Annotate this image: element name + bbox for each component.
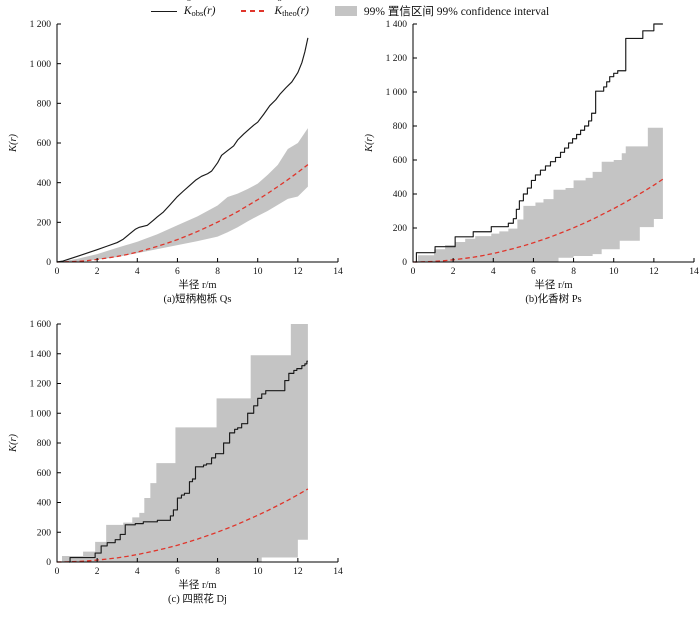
- x-tick-label: 14: [333, 567, 343, 577]
- confidence-band: [62, 324, 308, 562]
- hat-accent: ˆ: [277, 0, 282, 10]
- obs-label: ˆ Kobs(r): [184, 0, 216, 18]
- x-tick-label: 0: [55, 267, 60, 277]
- confidence-band: [418, 127, 663, 262]
- y-tick-label: 0: [402, 258, 407, 268]
- ci-band-swatch: [334, 6, 357, 16]
- y-tick-label: 600: [393, 156, 408, 166]
- x-tick-label: 6: [531, 267, 536, 277]
- subplot-caption: (a)短柄枹栎 Qs: [164, 292, 232, 305]
- x-tick-label: 14: [689, 267, 699, 277]
- y-axis-label: K(r): [8, 433, 19, 453]
- y-tick-label: 0: [46, 558, 51, 568]
- x-tick-label: 2: [451, 267, 456, 277]
- y-tick-label: 200: [393, 224, 408, 234]
- x-axis-label: 半径 r/m: [178, 278, 216, 291]
- theoretical-line: [56, 488, 309, 563]
- x-tick-label: 10: [253, 567, 263, 577]
- x-tick-label: 4: [491, 267, 496, 277]
- y-tick-label: 1 000: [30, 409, 52, 419]
- y-tick-label: 1 200: [386, 54, 408, 64]
- y-tick-label: 800: [37, 439, 52, 449]
- x-tick-label: 2: [95, 267, 100, 277]
- x-tick-label: 4: [135, 567, 140, 577]
- legend: ˆ Kobs(r) ˆ Ktheo(r) 99% 置信区间 99% confiden…: [0, 0, 700, 19]
- y-tick-label: 1 200: [30, 380, 52, 390]
- observed-line: [69, 360, 308, 563]
- y-tick-label: 200: [37, 528, 52, 538]
- subplot-caption: (c) 四照花 Dj: [168, 592, 227, 605]
- observed-line: [415, 23, 663, 263]
- y-tick-label: 600: [37, 139, 52, 149]
- x-tick-label: 4: [135, 267, 140, 277]
- x-tick-label: 6: [175, 567, 180, 577]
- hat-accent: ˆ: [187, 0, 191, 10]
- x-tick-label: 14: [333, 267, 343, 277]
- y-tick-label: 1 000: [30, 60, 52, 70]
- x-tick-label: 12: [293, 567, 303, 577]
- subplot-caption: (b)化香树 Ps: [525, 292, 581, 305]
- y-tick-label: 1 400: [386, 20, 408, 30]
- y-tick-label: 1 000: [386, 88, 408, 98]
- observed-line: [56, 37, 309, 263]
- y-tick-label: 200: [37, 219, 52, 229]
- x-tick-label: 0: [55, 567, 60, 577]
- y-tick-label: 800: [393, 122, 408, 132]
- y-axis-label: K(r): [364, 133, 375, 153]
- x-tick-label: 12: [649, 267, 659, 277]
- x-axis-label: 半径 r/m: [534, 278, 572, 291]
- theo-dash-swatch: [241, 10, 268, 12]
- x-axis-label: 半径 r/m: [178, 578, 216, 591]
- y-tick-label: 1 600: [30, 320, 52, 330]
- ci-label: 99% 置信区间 99% confidence interval: [363, 6, 550, 18]
- x-tick-label: 10: [609, 267, 619, 277]
- chart-c-dendrobenthamia: 0 2 4 6 8 10 12 14 0 200 400 600 800 1 000 1 200 1 400 1…: [8, 320, 343, 605]
- legend-item-theo: ˆ Ktheo(r): [241, 0, 309, 18]
- y-tick-label: 600: [37, 469, 52, 479]
- x-tick-label: 12: [293, 267, 303, 277]
- confidence-band: [63, 128, 308, 262]
- y-axis-label: K(r): [8, 133, 19, 153]
- legend-item-obs: ˆ Kobs(r): [150, 0, 216, 18]
- chart-a-quercus: 0 2 4 6 8 10 12 14 0 200 400 600 800 1 000 1 200 半径 r/m…: [8, 20, 343, 305]
- chart-b-platycarya: 0 2 4 6 8 10 12 14 0 200 400 600 800 1 000 1 200 1 400 半…: [364, 20, 699, 305]
- y-tick-label: 1 200: [30, 20, 52, 30]
- y-tick-label: 400: [393, 190, 408, 200]
- theo-label: ˆ Ktheo(r): [274, 0, 308, 18]
- y-tick-label: 400: [37, 499, 52, 509]
- y-tick-label: 800: [37, 100, 52, 110]
- y-tick-label: 1 400: [30, 350, 52, 360]
- legend-item-ci: 99% 置信区间 99% confidence interval: [334, 3, 550, 19]
- x-tick-label: 6: [175, 267, 180, 277]
- theoretical-line: [412, 177, 665, 263]
- y-tick-label: 0: [46, 258, 51, 268]
- x-tick-label: 8: [215, 267, 220, 277]
- obs-line-swatch: [150, 10, 177, 12]
- y-tick-label: 400: [37, 179, 52, 189]
- x-tick-label: 0: [411, 267, 416, 277]
- theoretical-line: [56, 164, 309, 263]
- x-tick-label: 8: [215, 567, 220, 577]
- x-tick-label: 8: [571, 267, 576, 277]
- x-tick-label: 10: [253, 267, 263, 277]
- x-tick-label: 2: [95, 567, 100, 577]
